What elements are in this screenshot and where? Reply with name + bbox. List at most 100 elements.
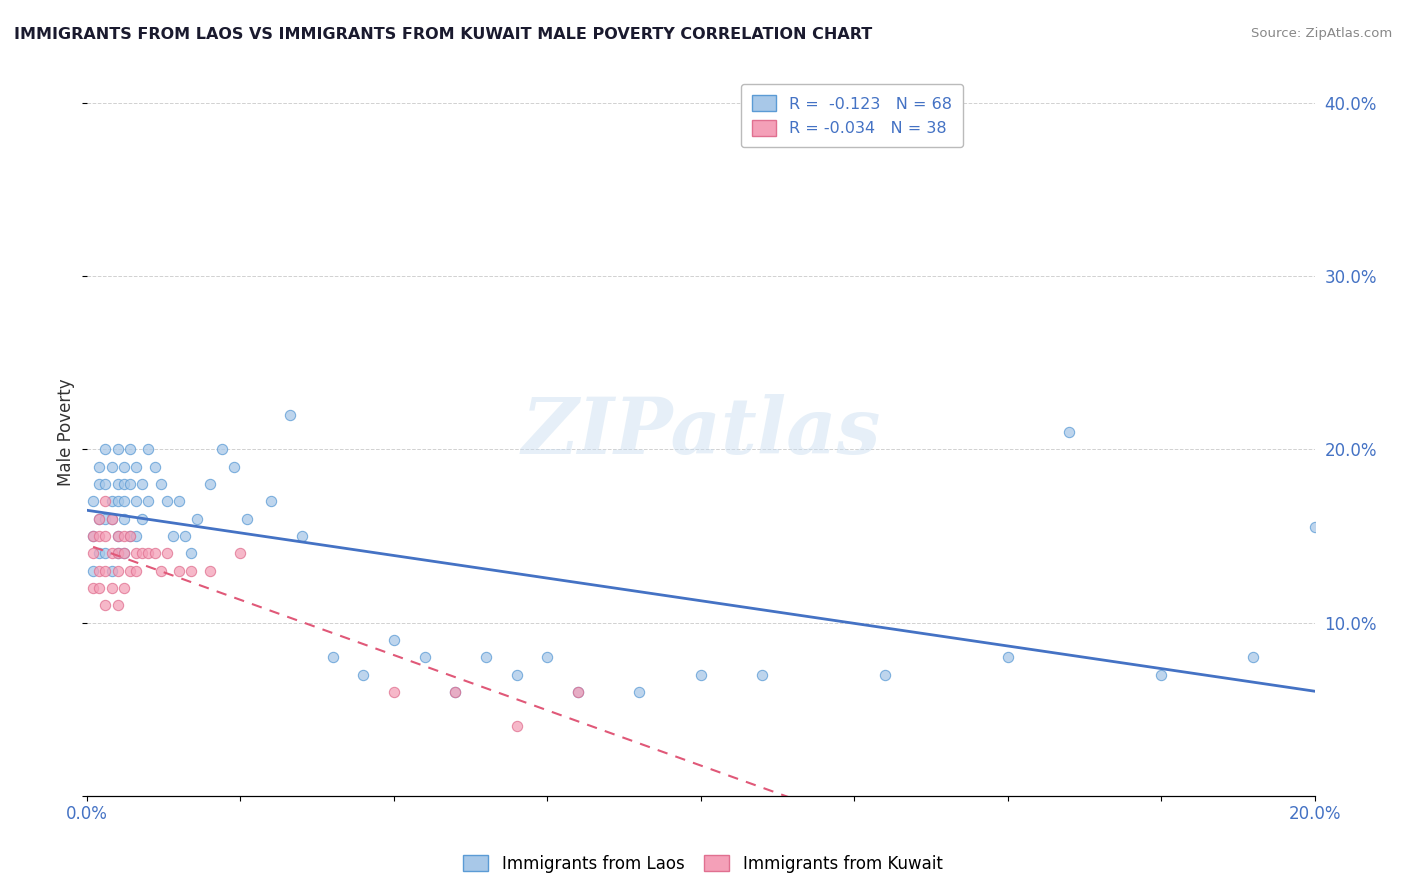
Point <box>149 564 172 578</box>
Point <box>322 650 344 665</box>
Point <box>100 512 122 526</box>
Legend: R =  -0.123   N = 68, R = -0.034   N = 38: R = -0.123 N = 68, R = -0.034 N = 38 <box>741 84 963 147</box>
Point <box>382 685 405 699</box>
Point <box>180 564 202 578</box>
Point <box>94 529 117 543</box>
Point <box>444 685 467 699</box>
Point <box>112 546 135 560</box>
Point <box>89 459 111 474</box>
Text: Source: ZipAtlas.com: Source: ZipAtlas.com <box>1251 27 1392 40</box>
Point <box>567 685 589 699</box>
Point <box>94 599 117 613</box>
Point <box>138 442 160 457</box>
Point <box>125 529 148 543</box>
Point <box>82 546 104 560</box>
Point <box>751 667 773 681</box>
Point <box>125 494 148 508</box>
Point <box>1303 520 1326 534</box>
Point <box>82 529 104 543</box>
Point <box>112 512 135 526</box>
Point <box>229 546 252 560</box>
Point <box>505 719 527 733</box>
Point <box>689 667 711 681</box>
Point <box>112 581 135 595</box>
Point <box>100 512 122 526</box>
Point <box>82 581 104 595</box>
Point <box>100 494 122 508</box>
Y-axis label: Male Poverty: Male Poverty <box>58 378 75 486</box>
Point <box>82 564 104 578</box>
Text: IMMIGRANTS FROM LAOS VS IMMIGRANTS FROM KUWAIT MALE POVERTY CORRELATION CHART: IMMIGRANTS FROM LAOS VS IMMIGRANTS FROM … <box>14 27 872 42</box>
Point <box>1150 667 1173 681</box>
Point <box>94 512 117 526</box>
Point <box>413 650 436 665</box>
Point <box>118 477 141 491</box>
Point <box>107 477 129 491</box>
Point <box>873 667 896 681</box>
Point <box>235 512 257 526</box>
Point <box>1241 650 1264 665</box>
Point <box>94 564 117 578</box>
Point <box>291 529 314 543</box>
Point <box>112 477 135 491</box>
Point <box>352 667 374 681</box>
Point <box>125 459 148 474</box>
Point <box>198 477 221 491</box>
Point <box>107 529 129 543</box>
Point <box>174 529 197 543</box>
Point <box>89 546 111 560</box>
Point <box>107 546 129 560</box>
Point <box>89 564 111 578</box>
Point <box>138 494 160 508</box>
Text: ZIPatlas: ZIPatlas <box>522 394 880 470</box>
Point <box>167 564 190 578</box>
Point <box>224 459 246 474</box>
Point <box>278 408 301 422</box>
Point <box>100 564 122 578</box>
Point <box>997 650 1019 665</box>
Point <box>89 477 111 491</box>
Point <box>107 599 129 613</box>
Point <box>89 512 111 526</box>
Point <box>162 529 184 543</box>
Point <box>156 494 179 508</box>
Point <box>82 494 104 508</box>
Point <box>180 546 202 560</box>
Point <box>118 442 141 457</box>
Point <box>118 529 141 543</box>
Point <box>94 477 117 491</box>
Point <box>125 564 148 578</box>
Point <box>107 564 129 578</box>
Point <box>211 442 233 457</box>
Point <box>382 632 405 647</box>
Point <box>149 477 172 491</box>
Point <box>143 459 166 474</box>
Point <box>107 442 129 457</box>
Point <box>89 512 111 526</box>
Point <box>89 529 111 543</box>
Point <box>118 564 141 578</box>
Point <box>131 512 153 526</box>
Point <box>131 546 153 560</box>
Point <box>100 581 122 595</box>
Point <box>94 494 117 508</box>
Point <box>107 529 129 543</box>
Point <box>260 494 283 508</box>
Point <box>505 667 527 681</box>
Point <box>107 546 129 560</box>
Point <box>186 512 208 526</box>
Point <box>94 442 117 457</box>
Point <box>567 685 589 699</box>
Point <box>112 494 135 508</box>
Point <box>138 546 160 560</box>
Point <box>143 546 166 560</box>
Point <box>82 529 104 543</box>
Point <box>125 546 148 560</box>
Legend: Immigrants from Laos, Immigrants from Kuwait: Immigrants from Laos, Immigrants from Ku… <box>457 848 949 880</box>
Point <box>100 459 122 474</box>
Point <box>89 581 111 595</box>
Point <box>198 564 221 578</box>
Point <box>107 494 129 508</box>
Point <box>475 650 498 665</box>
Point <box>167 494 190 508</box>
